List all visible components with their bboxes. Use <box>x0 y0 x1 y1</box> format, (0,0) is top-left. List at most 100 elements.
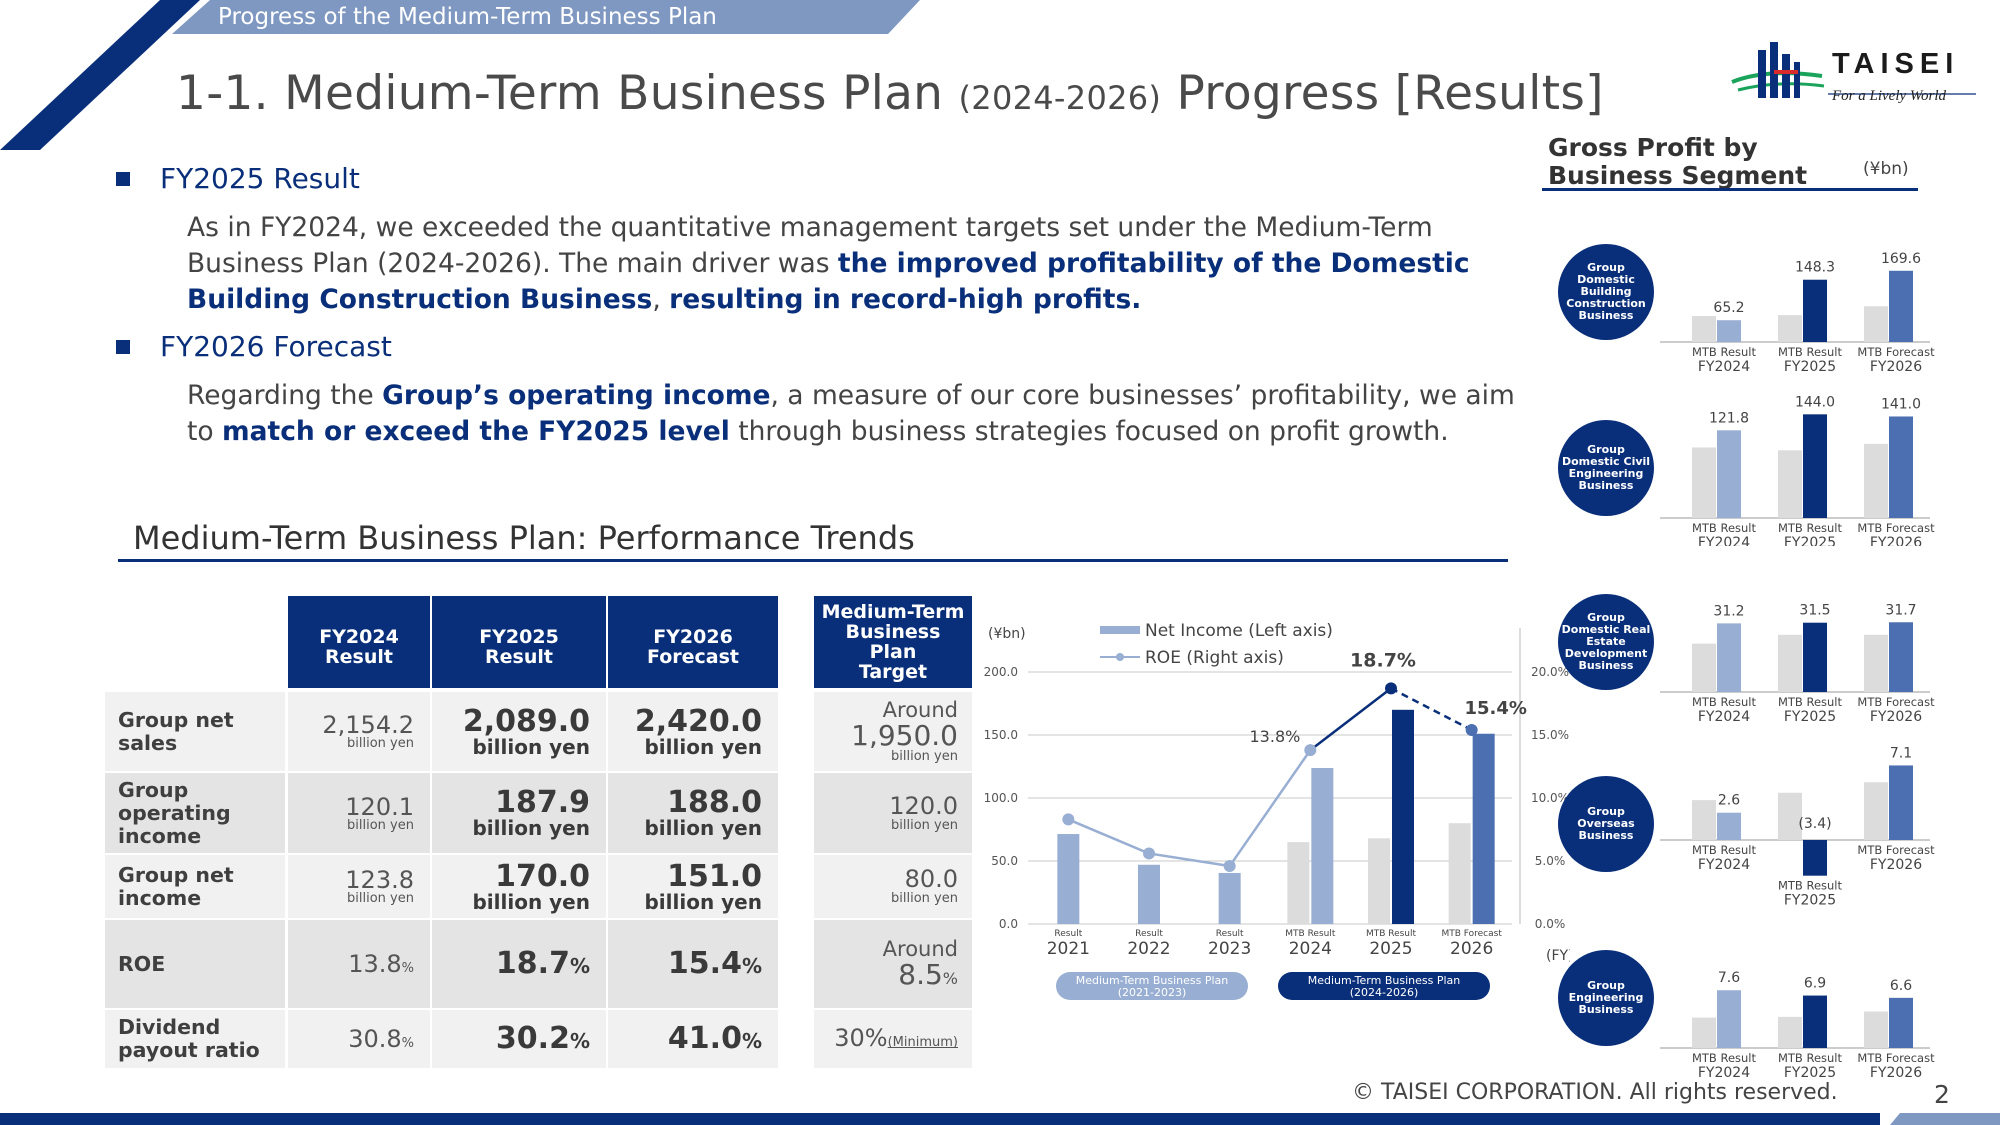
net-income-bar <box>1311 768 1334 924</box>
table-header: FY2025 Result <box>432 596 606 688</box>
roe-point <box>1223 860 1236 873</box>
target-unit: billion yen <box>891 891 958 907</box>
target-unit: billion yen <box>891 749 958 765</box>
value-number: 188.0 <box>667 785 762 820</box>
table-value: 188.0 billion yen <box>608 773 762 853</box>
value-unit: billion yen <box>347 736 414 751</box>
comparison-bar <box>1778 792 1802 840</box>
value-unit: billion yen <box>347 817 414 833</box>
roe-line <box>1067 749 1312 868</box>
table-value: 30.2% <box>432 1010 590 1068</box>
value-cell <box>608 1010 778 1068</box>
period-tag: MTB Result <box>1692 345 1757 359</box>
value-unit: % <box>401 1036 414 1051</box>
table-value: 15.4% <box>608 920 762 1008</box>
comparison-bar <box>1864 782 1888 840</box>
net-income-bar <box>1138 864 1160 924</box>
legend-swatch-dot <box>1116 653 1124 661</box>
period-year: FY2025 <box>1784 359 1836 374</box>
value-number: 151.0 <box>667 858 762 894</box>
y2-tick-label: 5.0% <box>1535 854 1566 868</box>
segment-value-label: 2.6 <box>1718 793 1740 809</box>
value-unit: billion yen <box>347 891 414 906</box>
roe-point <box>1062 813 1075 826</box>
segment-value-label: 121.8 <box>1709 410 1749 426</box>
comparison-bar <box>1778 450 1802 518</box>
segment-bar <box>1717 430 1741 518</box>
target-prefix: Around <box>882 937 958 962</box>
roe-point <box>1465 723 1478 736</box>
table-header: Medium-Term Business Plan Target <box>814 596 972 688</box>
x-tick-label: 2025 <box>1369 939 1412 959</box>
fy2025-heading: FY2025 Result <box>160 162 360 195</box>
period-year: FY2025 <box>1784 1065 1836 1078</box>
segment-bar <box>1889 622 1913 692</box>
segment-bar <box>1803 622 1827 692</box>
period-tag: MTB Result <box>1692 521 1757 535</box>
segment-bar <box>1889 765 1913 840</box>
comparison-bar <box>1692 800 1716 840</box>
value-cell <box>288 855 430 918</box>
y2-tick-label: 20.0% <box>1531 665 1569 679</box>
x-tick-label: 2024 <box>1289 939 1332 959</box>
value-number: 30.2 <box>495 1021 570 1056</box>
value-number: 41.0 <box>667 1021 742 1056</box>
segment-bar <box>1717 812 1741 840</box>
target-number: 80.0 <box>904 865 958 894</box>
target-unit: billion yen <box>891 817 958 833</box>
target-cell <box>814 1010 972 1068</box>
segment-value-label: 148.3 <box>1795 260 1835 276</box>
segment-badge: Group Domestic Real Estate Development B… <box>1558 594 1654 690</box>
y2-tick-label: 10.0% <box>1531 791 1569 805</box>
target-value: 30%(Minimum) <box>814 1010 958 1068</box>
table-value: 18.7% <box>432 920 590 1008</box>
period-tag: MTB Result <box>1778 1051 1843 1065</box>
segment-value-label: 6.6 <box>1890 978 1912 994</box>
segment-value-label: 7.1 <box>1890 745 1912 761</box>
value-cell <box>608 692 778 771</box>
x-tick-label: 2021 <box>1047 939 1090 959</box>
comparison-bar <box>1692 315 1716 342</box>
table-value: 2,089.0 billion yen <box>432 692 590 771</box>
category-tag: Result <box>1054 929 1082 939</box>
net-income-roe-chart: 0.0 50.0 100.0 150.0 200.0 0.0% 5.0% 10.0% 15.0%… <box>984 621 1570 1000</box>
roe-point <box>1143 847 1155 860</box>
target-cell <box>814 773 972 853</box>
value-number: 120.1 <box>345 792 414 821</box>
category-tag: Result <box>1216 929 1244 939</box>
period-label: Medium-Term Business Plan <box>1076 974 1229 987</box>
table-value: 41.0% <box>608 1010 762 1068</box>
bullet-square <box>116 340 130 354</box>
period-tag: MTB Result <box>1778 345 1843 359</box>
period-tag: MTB Forecast <box>1857 345 1935 359</box>
segment-badge: Group Overseas Business <box>1558 776 1654 872</box>
comparison-bar <box>1778 315 1802 342</box>
period-year: FY2026 <box>1870 857 1922 873</box>
value-cell <box>288 920 430 1008</box>
row-label-cell <box>105 1010 285 1068</box>
period-tag: MTB Result <box>1692 1051 1757 1065</box>
value-unit: billion yen <box>472 734 590 759</box>
period-tag: MTB Forecast <box>1857 695 1935 709</box>
page-number: 2 <box>1934 1080 1950 1109</box>
y-tick-label: 150.0 <box>984 728 1018 742</box>
x-tick-label: 2023 <box>1208 939 1251 959</box>
period-year: FY2024 <box>1698 359 1750 374</box>
category-tag: Result <box>1135 929 1163 939</box>
segment-bar <box>1803 995 1827 1048</box>
table-header: FY2026 Forecast <box>608 596 778 688</box>
value-number: 15.4 <box>667 946 742 981</box>
net-income-bar <box>1472 733 1495 924</box>
category-tag: MTB Result <box>1285 929 1336 939</box>
row-label-cell <box>105 692 285 771</box>
category-tag: MTB Result <box>1366 929 1417 939</box>
target-number: 120.0 <box>889 791 958 820</box>
table-header: FY2024 Result <box>288 596 430 688</box>
period-year: FY2025 <box>1784 535 1836 546</box>
fy2025-text: As in FY2024, we exceeded the quantitati… <box>187 212 1470 315</box>
value-cell <box>432 773 606 853</box>
period-tag: MTB Result <box>1778 695 1843 709</box>
